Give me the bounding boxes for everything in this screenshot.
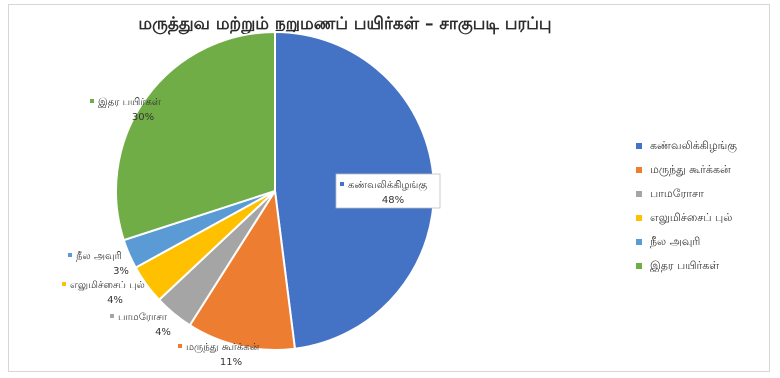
data-label-0: கண்வலிக்கிழங்கு 48% — [335, 173, 441, 209]
data-label-5: இதர பயிர்கள் 30% — [90, 97, 161, 123]
legend-item-3: எலுமிச்சைப் புல் — [636, 206, 737, 230]
legend-swatch-5 — [636, 263, 642, 269]
data-label-swatch-2 — [110, 314, 114, 318]
legend-swatch-4 — [636, 239, 642, 245]
data-label-swatch-0 — [340, 182, 344, 186]
legend-label-2: பாமரோசா — [650, 186, 704, 200]
data-label-name-0: கண்வலிக்கிழங்கு — [348, 180, 427, 192]
legend-swatch-0 — [636, 143, 642, 149]
legend-label-3: எலுமிச்சைப் புல் — [650, 210, 733, 224]
pie-slice-1 — [188, 188, 297, 352]
legend-label-1: மருந்து கூர்க்கன் — [650, 162, 731, 176]
legend-label-4: நீல அவுரி — [650, 234, 701, 248]
data-label-percent-1: 11% — [220, 357, 242, 368]
data-label-swatch-4 — [68, 253, 72, 257]
legend-label-0: கண்வலிக்கிழங்கு — [650, 138, 738, 152]
legend-item-2: பாமரோசா — [636, 182, 737, 206]
legend-item-4: நீல அவுரி — [636, 230, 737, 254]
data-label-box-0 — [335, 173, 441, 209]
legend-swatch-1 — [636, 167, 642, 173]
data-label-percent-5: 30% — [132, 112, 154, 123]
data-label-3: எலுமிச்சைப் புல் 4% — [62, 280, 145, 306]
data-label-name-1: மருந்து கூர்க்கன் — [186, 342, 260, 353]
chart-legend: கண்வலிக்கிழங்கு மருந்து கூர்க்கன் பாமரோசா எ… — [636, 134, 737, 278]
data-label-percent-3: 4% — [107, 295, 123, 306]
data-label-name-3: எலுமிச்சைப் புல் — [70, 280, 145, 291]
data-label-swatch-5 — [90, 99, 94, 103]
data-label-2: பாமரோசா 4% — [110, 312, 171, 338]
legend-label-5: இதர பயிர்கள் — [650, 258, 720, 272]
legend-item-0: கண்வலிக்கிழங்கு — [636, 134, 737, 158]
legend-item-5: இதர பயிர்கள் — [636, 254, 737, 278]
data-label-swatch-3 — [62, 282, 66, 286]
data-label-name-5: இதர பயிர்கள் — [98, 97, 161, 108]
legend-swatch-3 — [636, 215, 642, 221]
pie-slice-5 — [115, 30, 276, 242]
data-label-percent-2: 4% — [155, 327, 171, 338]
legend-item-1: மருந்து கூர்க்கன் — [636, 158, 737, 182]
data-label-name-4: நீல அவுரி — [76, 251, 122, 262]
data-label-percent-0: 48% — [382, 195, 404, 206]
chart-title: மருத்துவ மற்றும் நறுமணப் பயிர்கள் – சாகு… — [138, 14, 552, 34]
legend-swatch-2 — [636, 191, 642, 197]
data-label-name-2: பாமரோசா — [118, 312, 168, 323]
data-label-percent-4: 3% — [113, 266, 129, 277]
data-label-swatch-1 — [178, 344, 182, 348]
data-label-1: மருந்து கூர்க்கன் 11% — [178, 342, 260, 368]
data-label-4: நீல அவுரி 3% — [68, 251, 129, 277]
